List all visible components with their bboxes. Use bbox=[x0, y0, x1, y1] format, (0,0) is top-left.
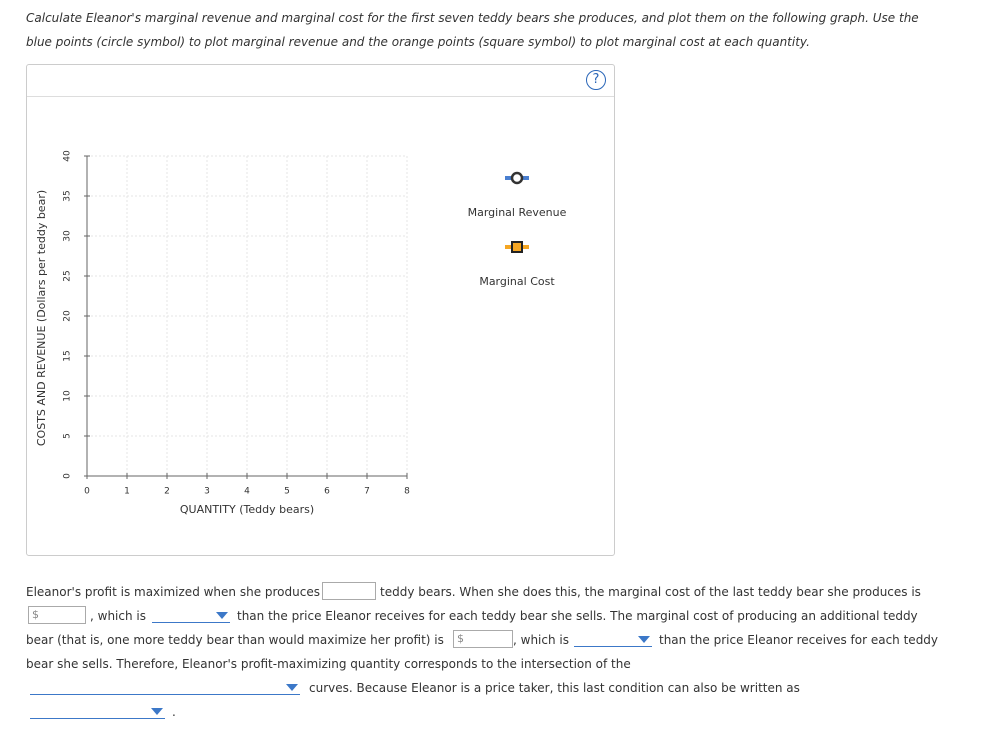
legend-marker[interactable] bbox=[511, 241, 523, 253]
graph-panel: ? bbox=[26, 64, 615, 556]
question-text: than the price Eleanor receives for each… bbox=[659, 633, 939, 647]
y-tick-label: 15 bbox=[63, 350, 73, 361]
y-tick-label: 40 bbox=[63, 150, 73, 162]
x-tick-label: 8 bbox=[404, 487, 410, 497]
x-tick-label: 0 bbox=[84, 487, 90, 497]
x-tick-label: 6 bbox=[324, 487, 330, 497]
x-axis-label: QUANTITY (Teddy bears) bbox=[180, 503, 314, 516]
legend-marker[interactable] bbox=[510, 171, 524, 185]
comparison-dropdown[interactable] bbox=[574, 632, 652, 647]
legend-label: Marginal Cost bbox=[479, 275, 555, 288]
curves-dropdown[interactable] bbox=[30, 680, 300, 695]
x-tick-label: 7 bbox=[364, 487, 370, 497]
question-text: , which is bbox=[513, 633, 569, 647]
x-tick-label: 1 bbox=[124, 487, 130, 497]
question-text: bear she sells. Therefore, Eleanor's pro… bbox=[26, 657, 631, 671]
cost-input[interactable]: $ bbox=[453, 630, 513, 648]
legend-label: Marginal Revenue bbox=[468, 206, 567, 219]
y-tick-label: 0 bbox=[63, 473, 73, 479]
y-tick-label: 10 bbox=[63, 390, 73, 402]
question-text: , which is bbox=[90, 609, 146, 623]
question-text: Eleanor's profit is maximized when she p… bbox=[26, 585, 320, 599]
x-tick-label: 5 bbox=[284, 487, 290, 497]
question-text: curves. Because Eleanor is a price taker… bbox=[309, 681, 800, 695]
y-tick-label: 35 bbox=[63, 190, 73, 201]
condition-dropdown[interactable] bbox=[30, 704, 165, 719]
question-text: than the price Eleanor receives for each… bbox=[237, 609, 918, 623]
y-tick-label: 30 bbox=[63, 230, 73, 242]
toolbar: ? bbox=[27, 65, 614, 97]
cost-input[interactable]: $ bbox=[28, 606, 86, 624]
x-tick-label: 2 bbox=[164, 487, 170, 497]
y-tick-label: 5 bbox=[63, 433, 73, 439]
question-text: teddy bears. When she does this, the mar… bbox=[380, 585, 921, 599]
question-text: . bbox=[172, 705, 176, 719]
instructions: Calculate Eleanor's marginal revenue and… bbox=[26, 11, 919, 49]
question-text: bear (that is, one more teddy bear than … bbox=[26, 633, 444, 647]
y-axis-label: COSTS AND REVENUE (Dollars per teddy bea… bbox=[35, 190, 48, 446]
comparison-dropdown[interactable] bbox=[152, 608, 230, 623]
help-button[interactable]: ? bbox=[586, 70, 606, 90]
y-tick-label: 25 bbox=[63, 270, 73, 281]
x-tick-label: 3 bbox=[204, 487, 210, 497]
quantity-input[interactable] bbox=[322, 582, 376, 600]
x-tick-label: 4 bbox=[244, 487, 250, 497]
y-tick-label: 20 bbox=[63, 310, 73, 322]
